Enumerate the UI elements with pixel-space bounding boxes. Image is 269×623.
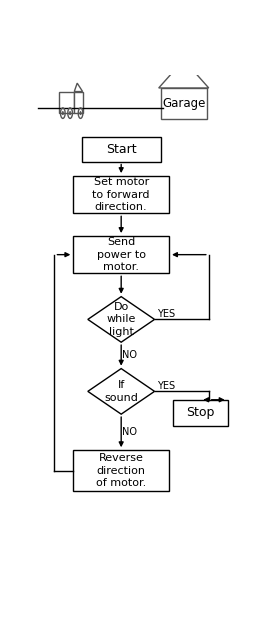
Text: YES: YES — [157, 381, 175, 391]
FancyBboxPatch shape — [82, 136, 161, 161]
Polygon shape — [159, 60, 209, 88]
Text: NO: NO — [122, 350, 137, 360]
Text: Garage: Garage — [162, 97, 206, 110]
Polygon shape — [74, 83, 83, 92]
Text: Reverse
direction
of motor.: Reverse direction of motor. — [96, 453, 146, 488]
FancyBboxPatch shape — [73, 176, 169, 214]
Text: Start: Start — [106, 143, 136, 156]
Text: YES: YES — [157, 308, 175, 318]
Text: If
sound: If sound — [104, 380, 138, 402]
FancyBboxPatch shape — [173, 400, 228, 426]
Circle shape — [69, 112, 71, 115]
FancyBboxPatch shape — [161, 88, 207, 119]
FancyBboxPatch shape — [181, 54, 186, 59]
Circle shape — [80, 112, 81, 115]
Text: Send
power to
motor.: Send power to motor. — [97, 237, 146, 272]
Text: Do
while
light: Do while light — [107, 302, 136, 337]
FancyBboxPatch shape — [73, 450, 169, 491]
Circle shape — [62, 112, 63, 115]
FancyBboxPatch shape — [73, 236, 169, 273]
Polygon shape — [88, 369, 154, 414]
Text: Stop: Stop — [186, 406, 215, 419]
Text: Set motor
to forward
direction.: Set motor to forward direction. — [93, 178, 150, 212]
FancyBboxPatch shape — [74, 92, 83, 113]
Text: NO: NO — [122, 427, 137, 437]
FancyBboxPatch shape — [59, 92, 74, 113]
Polygon shape — [88, 297, 154, 342]
